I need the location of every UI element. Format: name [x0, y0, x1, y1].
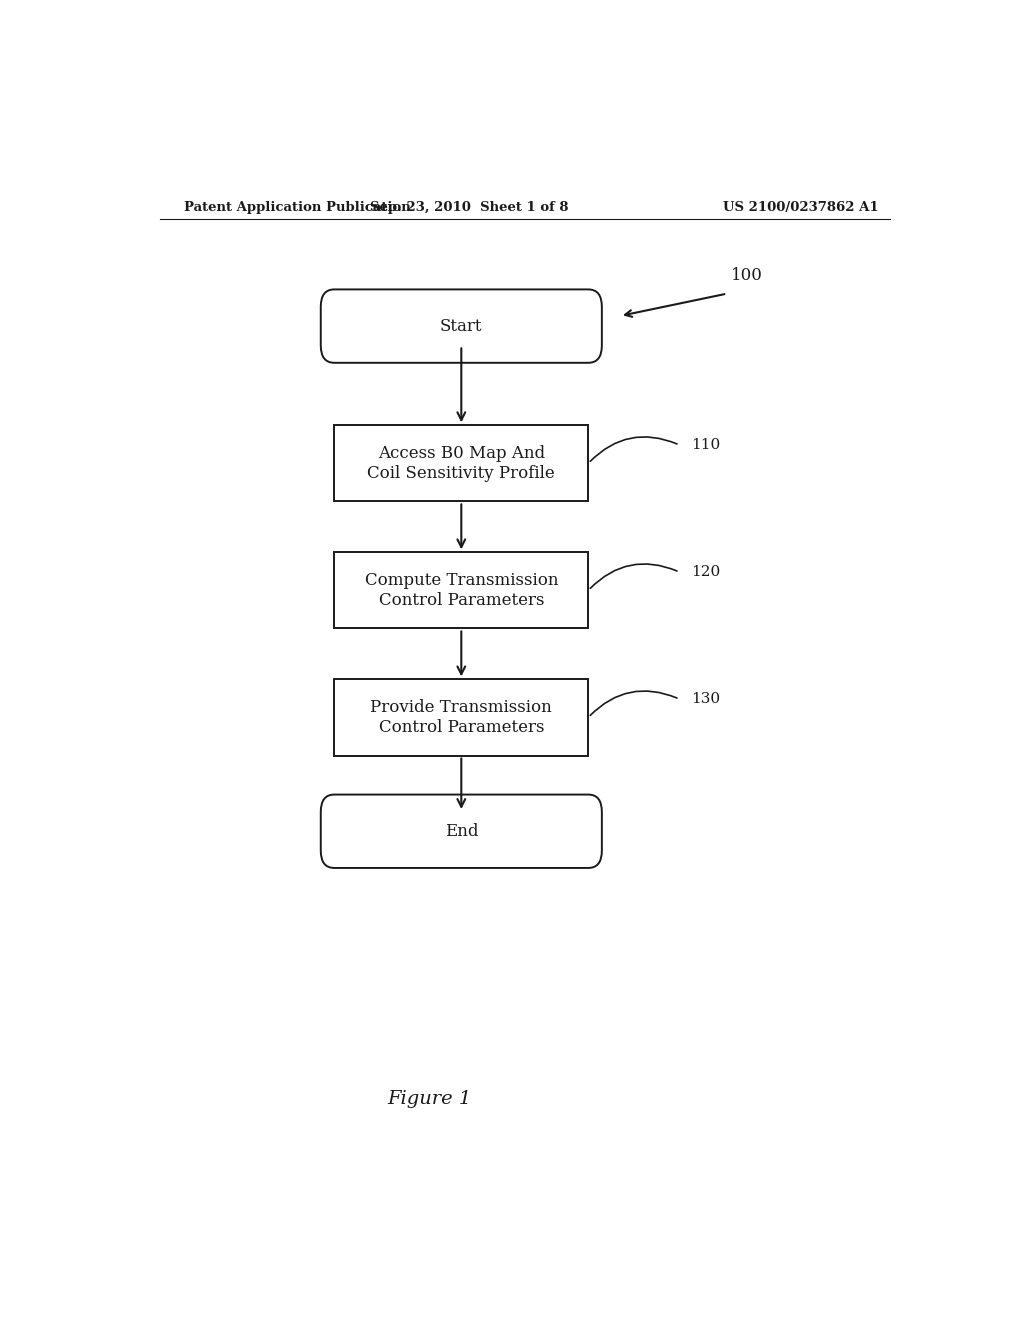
- Text: Patent Application Publication: Patent Application Publication: [183, 201, 411, 214]
- FancyBboxPatch shape: [334, 425, 588, 502]
- Text: End: End: [444, 822, 478, 840]
- Text: Access B0 Map And
Coil Sensitivity Profile: Access B0 Map And Coil Sensitivity Profi…: [368, 445, 555, 482]
- FancyBboxPatch shape: [334, 552, 588, 628]
- FancyBboxPatch shape: [321, 289, 602, 363]
- Text: Compute Transmission
Control Parameters: Compute Transmission Control Parameters: [365, 572, 558, 609]
- Text: US 2100/0237862 A1: US 2100/0237862 A1: [723, 201, 879, 214]
- Text: 130: 130: [691, 692, 721, 706]
- Text: Sep. 23, 2010  Sheet 1 of 8: Sep. 23, 2010 Sheet 1 of 8: [370, 201, 568, 214]
- Text: 120: 120: [691, 565, 721, 579]
- Text: 110: 110: [691, 438, 721, 451]
- Text: Start: Start: [440, 318, 482, 334]
- Text: Provide Transmission
Control Parameters: Provide Transmission Control Parameters: [371, 700, 552, 735]
- Text: 100: 100: [731, 267, 763, 284]
- Text: Figure 1: Figure 1: [387, 1089, 472, 1107]
- FancyBboxPatch shape: [321, 795, 602, 869]
- FancyBboxPatch shape: [334, 680, 588, 755]
